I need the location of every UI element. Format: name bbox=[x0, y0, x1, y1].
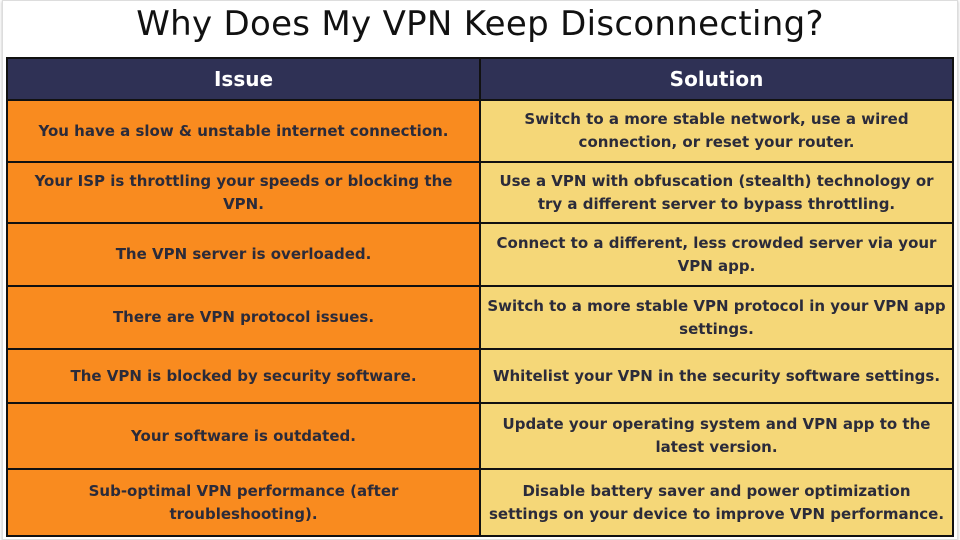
issue-cell: Sub-optimal VPN performance (after troub… bbox=[6, 468, 481, 537]
table-row: The VPN server is overloaded. Connect to … bbox=[6, 222, 954, 287]
issues-table: Issue Solution You have a slow & unstabl… bbox=[6, 57, 954, 537]
issue-cell: There are VPN protocol issues. bbox=[6, 285, 481, 350]
solution-cell: Disable battery saver and power optimiza… bbox=[479, 468, 954, 537]
header-solution: Solution bbox=[479, 57, 954, 101]
issue-cell: Your software is outdated. bbox=[6, 402, 481, 470]
table-row: Sub-optimal VPN performance (after troub… bbox=[6, 468, 954, 537]
solution-cell: Switch to a more stable VPN protocol in … bbox=[479, 285, 954, 350]
solution-cell: Connect to a different, less crowded ser… bbox=[479, 222, 954, 287]
solution-cell: Update your operating system and VPN app… bbox=[479, 402, 954, 470]
page-title: Why Does My VPN Keep Disconnecting? bbox=[136, 4, 824, 44]
solution-cell: Use a VPN with obfuscation (stealth) tec… bbox=[479, 161, 954, 224]
table-row: The VPN is blocked by security software.… bbox=[6, 348, 954, 404]
issue-cell: You have a slow & unstable internet conn… bbox=[6, 99, 481, 163]
issue-cell: Your ISP is throttling your speeds or bl… bbox=[6, 161, 481, 224]
issue-cell: The VPN server is overloaded. bbox=[6, 222, 481, 287]
solution-cell: Switch to a more stable network, use a w… bbox=[479, 99, 954, 163]
table-row: Your ISP is throttling your speeds or bl… bbox=[6, 161, 954, 224]
header-issue: Issue bbox=[6, 57, 481, 101]
issue-cell: The VPN is blocked by security software. bbox=[6, 348, 481, 404]
solution-cell: Whitelist your VPN in the security softw… bbox=[479, 348, 954, 404]
table-row: Your software is outdated. Update your op… bbox=[6, 402, 954, 470]
table-row: There are VPN protocol issues. Switch to … bbox=[6, 285, 954, 350]
table-row: You have a slow & unstable internet conn… bbox=[6, 99, 954, 163]
